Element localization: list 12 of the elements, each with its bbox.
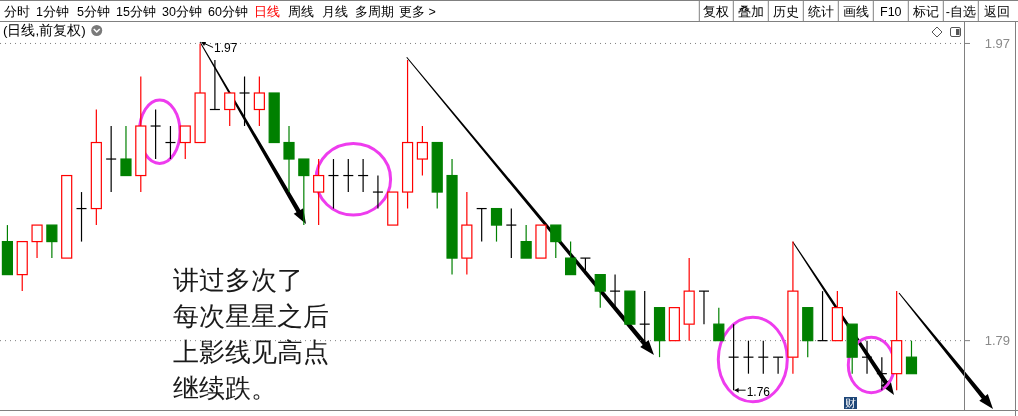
toolbar: 分时 1分钟 5分钟 15分钟 30分钟 60分钟 日线 周线 月线 多周期 更多 > 复权 叠加 历史 统计 画线 F10 标记 -自选 返回 [4, 5, 1010, 19]
annotation: 每次星星之后 [173, 301, 329, 331]
annotation: 1.97 [214, 41, 238, 56]
annotation: 1.76 [746, 384, 771, 399]
chart-title: (日线,前复权) [3, 23, 86, 38]
annotation: 上影线见高点 [173, 337, 329, 367]
y-tick-label: 1.79 [984, 333, 1010, 349]
annotation: 讲过多次了 [173, 265, 303, 295]
low-note: 1.76 [734, 384, 770, 399]
high-note: 1.97 [201, 41, 238, 56]
badge: 财 [844, 397, 857, 409]
annotation: 继续跌。 [173, 373, 277, 403]
